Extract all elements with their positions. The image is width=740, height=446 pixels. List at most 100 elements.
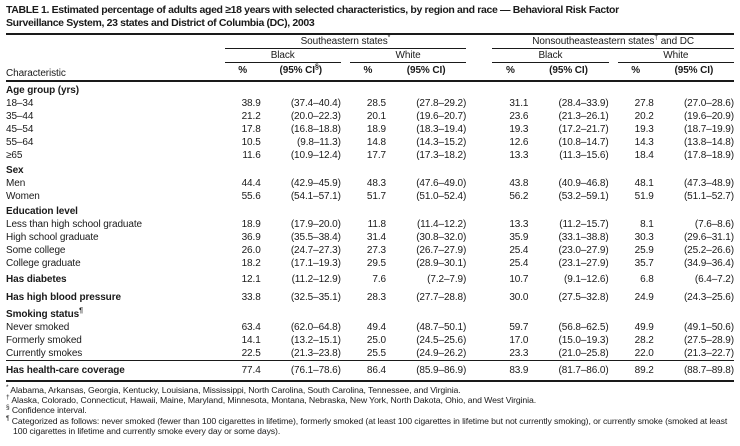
percent-cell: 19.3: [634, 124, 654, 135]
spacer: [609, 257, 618, 270]
percent-cell: 13.3: [509, 219, 529, 230]
table-row: High school graduate 36.9 (35.5–38.4) 31.4 (…: [6, 231, 734, 244]
ci-cell: (47.6–49.0): [416, 178, 467, 189]
ci-cell: (27.5–32.8): [558, 291, 609, 303]
ci-cell: (49.1–50.6): [683, 322, 734, 333]
table-row: Has health-care coverage 77.4 (76.1–78.6) 8…: [6, 360, 734, 382]
ci-cell: (62.0–64.8): [290, 322, 341, 333]
ci-cell: (33.1–38.8): [558, 232, 609, 243]
ci-header: (95% CI§): [260, 62, 341, 82]
ci-cell: (7.2–7.9): [427, 273, 467, 285]
table-row: 35–44 21.2 (20.0–22.3) 20.1 (19.6–20.7) 23.6 (…: [6, 110, 734, 123]
percent-cell: 13.3: [509, 150, 529, 161]
spacer: [341, 334, 350, 347]
spacer: [340, 360, 350, 382]
ci-cell: (21.3–22.7): [683, 348, 734, 359]
ci-cell: (51.0–52.4): [416, 191, 467, 202]
percent-cell: 25.0: [366, 335, 386, 346]
spacer: [609, 244, 618, 257]
percent-cell: 12.1: [241, 273, 261, 285]
table-title-line-2: Surveillance System, 23 states and Distr…: [6, 17, 315, 29]
percent-header: %: [492, 62, 529, 82]
spacer: [341, 110, 350, 123]
ci-cell: (20.0–22.3): [290, 111, 341, 122]
table-row: College graduate 18.2 (17.1–19.3) 29.5 (28.9…: [6, 257, 734, 270]
spacer: [466, 334, 492, 347]
ci-cell: (9.8–11.3): [297, 137, 341, 148]
table-row: Never smoked 63.4 (62.0–64.8) 49.4 (48.7–50.…: [6, 321, 734, 334]
percent-cell: 28.5: [366, 98, 386, 109]
ci-cell: (7.6–8.6): [694, 219, 734, 230]
ci-cell: (37.4–40.4): [290, 98, 341, 109]
ci-cell: (27.8–29.2): [416, 98, 467, 109]
percent-cell: 48.3: [366, 178, 386, 189]
percent-cell: 33.8: [241, 291, 261, 303]
statistics-table: Characteristic Southeastern states* Nons…: [6, 33, 734, 382]
spacer: [341, 149, 350, 162]
footnote-marker: *: [6, 383, 9, 391]
ci-cell: (23.0–27.9): [558, 245, 609, 256]
percent-cell: 31.4: [366, 232, 386, 243]
footnotes: * Alabama, Arkansas, Georgia, Kentucky, …: [6, 383, 734, 437]
spacer: [609, 231, 618, 244]
column-header-row: % (95% CI§) % (95% CI) % (95% CI) % (95%…: [6, 62, 734, 82]
percent-cell: 14.3: [634, 137, 654, 148]
characteristic-label: Some college: [6, 245, 66, 256]
spacer: [609, 288, 618, 306]
table-row: Formerly smoked 14.1 (13.2–15.1) 25.0 (24.5–…: [6, 334, 734, 347]
characteristic-label: 18–34: [6, 98, 34, 109]
ci-cell: (42.9–45.9): [290, 178, 341, 189]
spacer: [466, 62, 493, 82]
ci-cell: (27.5–28.9): [683, 335, 734, 346]
characteristic-label: Never smoked: [6, 322, 70, 333]
ci-cell: (88.7–89.8): [653, 360, 734, 382]
ci-cell: (51.1–52.7): [683, 191, 734, 202]
ci-cell: (17.9–20.0): [290, 219, 341, 230]
percent-cell: 17.7: [366, 150, 386, 161]
spacer: [466, 270, 492, 288]
spacer: [609, 218, 618, 231]
ci-cell: (15.0–19.3): [558, 335, 609, 346]
ci-cell: (17.3–18.2): [416, 150, 467, 161]
ci-cell: (54.1–57.1): [290, 191, 341, 202]
spacer: [466, 218, 492, 231]
table-row: Has high blood pressure 33.8 (32.5–35.1) 28…: [6, 288, 734, 306]
ci-cell: (19.6–20.9): [683, 111, 734, 122]
characteristic-label: Has high blood pressure: [6, 291, 121, 303]
percent-cell: 49.9: [634, 322, 654, 333]
spacer: [341, 257, 350, 270]
spacer: [609, 97, 618, 110]
percent-cell: 22.5: [241, 348, 261, 359]
percent-header: %: [224, 62, 261, 82]
ci-cell: (13.8–14.8): [683, 137, 734, 148]
spacer: [466, 136, 492, 149]
spacer: [466, 347, 492, 361]
race-header-white-se: White: [349, 48, 467, 63]
spacer: [466, 49, 492, 63]
percent-cell: 27.3: [366, 245, 386, 256]
table-row: Has diabetes 12.1 (11.2–12.9) 7.6 (7.2–7.9) 1…: [6, 270, 734, 288]
percent-cell: 8.1: [640, 219, 654, 230]
spacer: [341, 218, 350, 231]
ci-cell: (27.0–28.6): [683, 98, 734, 109]
percent-cell: 44.4: [241, 178, 261, 189]
ci-header: (95% CI): [528, 62, 609, 82]
ci-cell: (28.9–30.1): [416, 258, 467, 269]
race-header-black-se: Black: [224, 48, 341, 63]
ci-cell: (11.4–12.2): [416, 219, 467, 230]
spacer: [466, 149, 492, 162]
table-row: Women 55.6 (54.1–57.1) 51.7 (51.0–52.4) 56.2 (…: [6, 190, 734, 203]
percent-cell: 86.4: [349, 360, 386, 382]
percent-cell: 11.8: [367, 219, 386, 230]
percent-cell: 27.8: [634, 98, 654, 109]
group-header-southeastern: Southeastern states*: [224, 34, 467, 49]
ci-cell: (9.1–12.6): [564, 273, 609, 285]
spacer: [341, 177, 350, 190]
percent-cell: 36.9: [241, 232, 261, 243]
characteristic-label: Men: [6, 178, 26, 189]
spacer: [609, 177, 618, 190]
race-header-black-nse: Black: [492, 48, 609, 63]
spacer: [609, 136, 618, 149]
section-row: Sex: [6, 162, 734, 177]
percent-cell: 55.6: [241, 191, 261, 202]
